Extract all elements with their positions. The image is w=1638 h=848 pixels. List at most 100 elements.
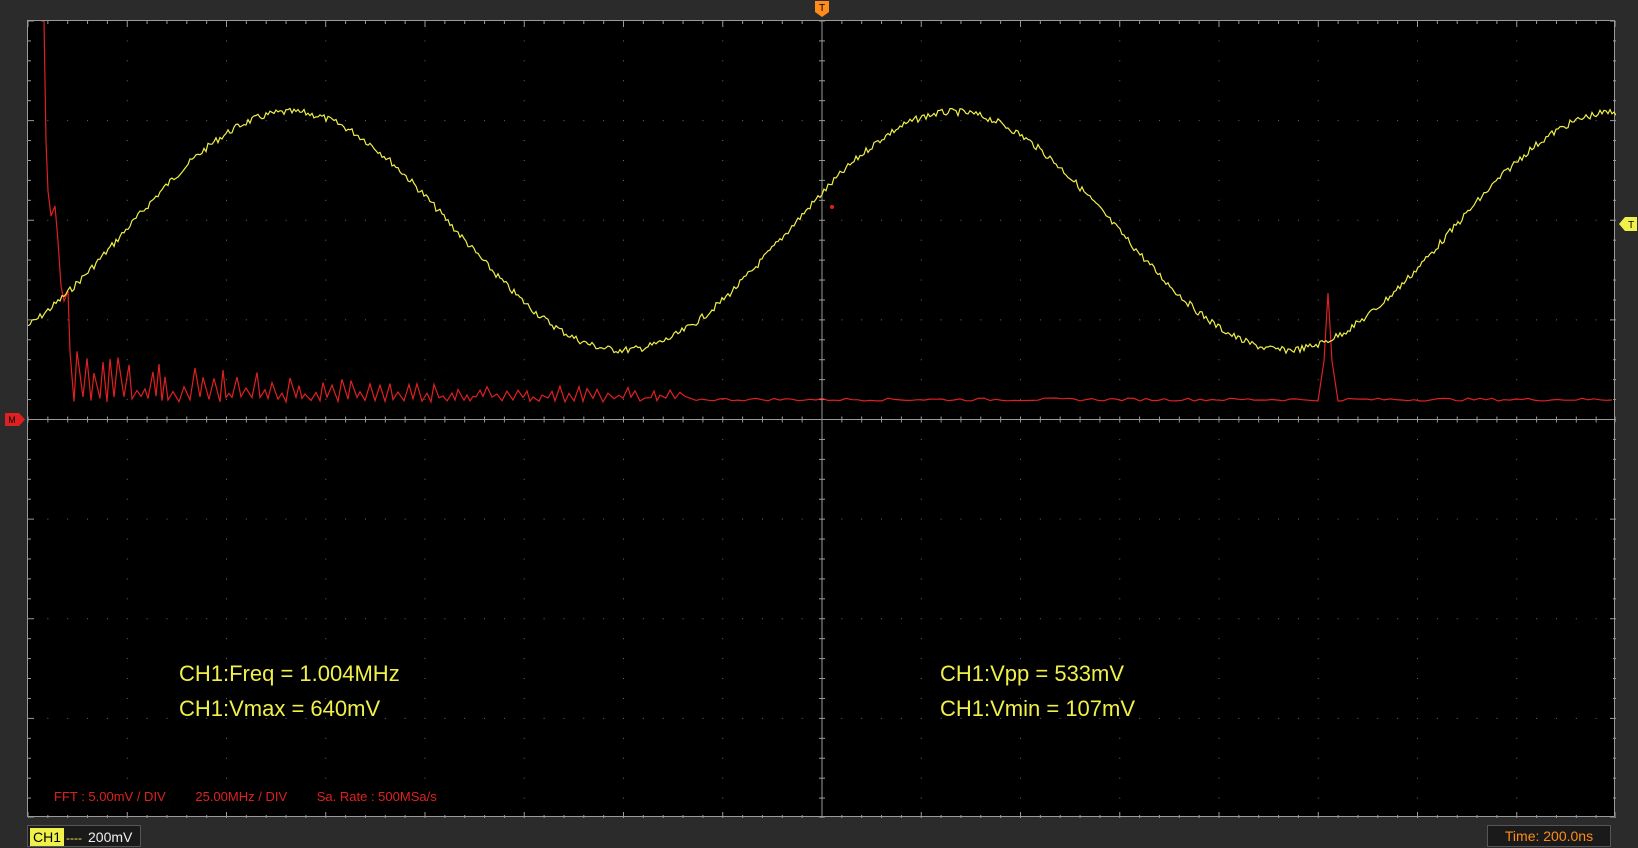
grid-dot [1158,717,1160,719]
grid-dot [226,797,227,799]
grid-dot [364,120,366,122]
grid-dot [920,717,922,719]
ch1-channel-badge[interactable]: CH1 ---- 200mV [27,825,141,847]
grid-dot [1575,717,1577,719]
grid-dot [325,757,327,759]
grid-dot [226,40,227,42]
grid-dot [87,618,89,620]
grid-dot [702,319,704,321]
grid-dot [1555,120,1557,122]
grid-dot [1476,219,1478,221]
grid-dot [1218,399,1220,401]
grid-dot [781,518,783,520]
grid-dot [245,120,247,122]
grid-dot [702,120,704,122]
grid-dot [325,658,327,660]
grid-dot [801,518,803,520]
grid-dot [226,239,227,241]
grid-dot [900,717,902,719]
grid-dot [1417,239,1418,241]
grid-dot [424,199,426,201]
grid-dot [623,458,624,460]
grid-dot [325,438,327,440]
grid-dot [1417,159,1418,161]
grid-dot [623,717,624,719]
grid-dot [1119,478,1121,480]
grid-dot [623,379,624,381]
grid-dot [345,717,347,719]
grid-dot [503,518,505,520]
grid-dot [861,120,863,122]
grid-dot [1436,618,1438,620]
grid-dot [1020,80,1021,82]
grid-dot [920,140,922,142]
grid-dot [841,618,843,620]
grid-dot [285,219,287,221]
grid-dot [226,159,227,161]
grid-dot [47,518,49,520]
grid-dot [285,717,287,719]
grid-dot [920,120,922,122]
grid-dot [1218,658,1220,660]
grid-dot [623,120,624,122]
trigger-level-marker[interactable]: T [1618,216,1638,232]
grid-dot [226,538,227,540]
grid-dot [722,239,724,241]
math-reference-marker[interactable]: M [4,412,26,427]
trigger-position-marker[interactable]: T [814,0,830,18]
grid-dot [1536,120,1538,122]
grid-dot [325,199,327,201]
grid-dot [1099,717,1101,719]
grid-dot [980,518,982,520]
timebase-badge[interactable]: Time: 200.0ns [1487,825,1611,847]
grid-dot [662,120,664,122]
grid-dot [424,658,426,660]
grid-dot [623,140,624,142]
grid-dot [106,120,108,122]
grid-dot [920,498,922,500]
grid-dot [1496,618,1498,620]
grid-dot [900,518,902,520]
grid-dot [1238,717,1240,719]
grid-dot [126,399,128,401]
grid-dot [1059,319,1061,321]
grid-dot [1218,697,1220,699]
grid-dot [325,279,327,281]
grid-dot [1417,339,1418,341]
grid-dot [126,159,128,161]
grid-dot [126,239,128,241]
grid-dot [1516,717,1518,719]
grid-dot [325,379,327,381]
oscilloscope-screen[interactable]: CH1:Freq = 1.004MHz CH1:Vmax = 640mV CH1… [27,20,1616,818]
grid-dot [1099,618,1101,620]
grid-dot [186,319,188,321]
grid-dot [603,518,605,520]
grid-dot [444,518,446,520]
grid-dot [424,598,426,600]
grid-dot [424,777,426,779]
grid-dot [1020,458,1021,460]
grid-dot [424,538,426,540]
grid-dot [523,678,525,680]
grid-dot [920,757,922,759]
grid-dot [424,737,426,739]
grid-dot [484,618,486,620]
grid-dot [424,618,426,620]
grid-dot [1317,299,1319,301]
grid-dot [702,219,704,221]
grid-dot [464,319,466,321]
grid-dot [384,319,386,321]
grid-dot [424,100,426,102]
grid-dot [226,199,227,201]
grid-dot [980,618,982,620]
grid-dot [345,618,347,620]
grid-dot [464,618,466,620]
grid-dot [325,359,327,361]
grid-dot [364,618,366,620]
grid-dot [1020,737,1021,739]
grid-dot [285,518,287,520]
grid-dot [523,658,525,660]
grid-dot [126,458,128,460]
grid-dot [1417,498,1418,500]
grid-dot [1516,737,1518,739]
